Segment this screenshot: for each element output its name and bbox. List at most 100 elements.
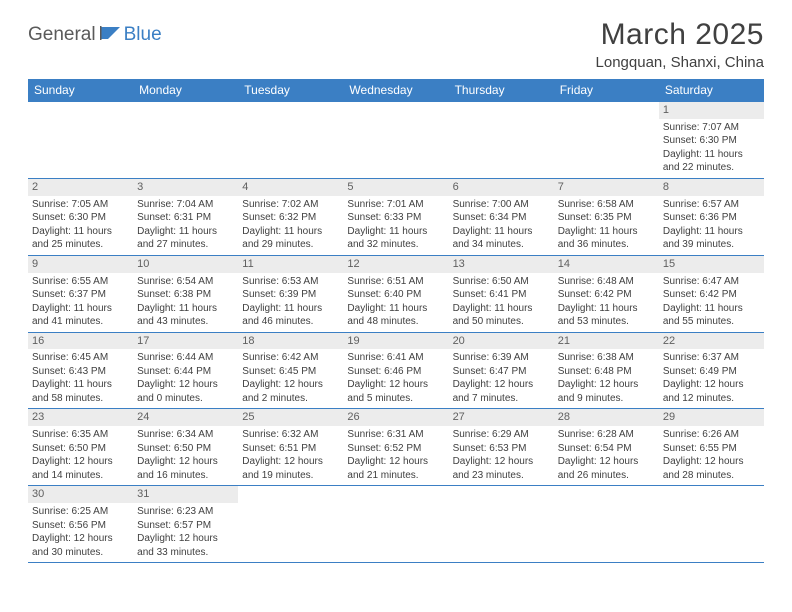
sunrise-text: Sunrise: 7:04 AM: [137, 198, 234, 212]
day-number: 15: [659, 256, 764, 273]
calendar-page: General Blue March 2025 Longquan, Shanxi…: [0, 0, 792, 581]
calendar-day-cell: 20Sunrise: 6:39 AMSunset: 6:47 PMDayligh…: [449, 332, 554, 409]
calendar-day-cell: 17Sunrise: 6:44 AMSunset: 6:44 PMDayligh…: [133, 332, 238, 409]
day-number: 12: [343, 256, 448, 273]
calendar-day-cell: [238, 486, 343, 563]
daylight-text: Daylight: 11 hours and 58 minutes.: [32, 378, 129, 405]
sunset-text: Sunset: 6:39 PM: [242, 288, 339, 302]
day-number: 27: [449, 409, 554, 426]
calendar-day-cell: 9Sunrise: 6:55 AMSunset: 6:37 PMDaylight…: [28, 255, 133, 332]
calendar-day-cell: 27Sunrise: 6:29 AMSunset: 6:53 PMDayligh…: [449, 409, 554, 486]
month-title: March 2025: [596, 18, 764, 52]
sunrise-text: Sunrise: 6:26 AM: [663, 428, 760, 442]
calendar-header-row: Sunday Monday Tuesday Wednesday Thursday…: [28, 79, 764, 102]
calendar-week-row: 2Sunrise: 7:05 AMSunset: 6:30 PMDaylight…: [28, 178, 764, 255]
sunset-text: Sunset: 6:52 PM: [347, 442, 444, 456]
sunset-text: Sunset: 6:30 PM: [32, 211, 129, 225]
sunrise-text: Sunrise: 7:00 AM: [453, 198, 550, 212]
daylight-text: Daylight: 11 hours and 27 minutes.: [137, 225, 234, 252]
day-number: 8: [659, 179, 764, 196]
location-label: Longquan, Shanxi, China: [596, 54, 764, 71]
daylight-text: Daylight: 12 hours and 30 minutes.: [32, 532, 129, 559]
sunrise-text: Sunrise: 6:53 AM: [242, 275, 339, 289]
daylight-text: Daylight: 12 hours and 0 minutes.: [137, 378, 234, 405]
day-number: 31: [133, 486, 238, 503]
daylight-text: Daylight: 11 hours and 48 minutes.: [347, 302, 444, 329]
calendar-day-cell: 23Sunrise: 6:35 AMSunset: 6:50 PMDayligh…: [28, 409, 133, 486]
calendar-day-cell: 13Sunrise: 6:50 AMSunset: 6:41 PMDayligh…: [449, 255, 554, 332]
calendar-day-cell: 5 Sunrise: 7:01 AMSunset: 6:33 PMDaylight…: [343, 178, 448, 255]
sunrise-text: Sunrise: 6:37 AM: [663, 351, 760, 365]
calendar-day-cell: 19Sunrise: 6:41 AMSunset: 6:46 PMDayligh…: [343, 332, 448, 409]
day-number: 3: [133, 179, 238, 196]
day-number: 5: [343, 179, 448, 196]
daylight-text: Daylight: 12 hours and 33 minutes.: [137, 532, 234, 559]
calendar-day-cell: 21Sunrise: 6:38 AMSunset: 6:48 PMDayligh…: [554, 332, 659, 409]
sunrise-text: Sunrise: 6:28 AM: [558, 428, 655, 442]
daylight-text: Daylight: 12 hours and 16 minutes.: [137, 455, 234, 482]
day-number: 20: [449, 333, 554, 350]
sunset-text: Sunset: 6:50 PM: [32, 442, 129, 456]
day-number: 1: [659, 102, 764, 119]
calendar-day-cell: [449, 102, 554, 179]
sunset-text: Sunset: 6:45 PM: [242, 365, 339, 379]
day-number: 7: [554, 179, 659, 196]
daylight-text: Daylight: 11 hours and 46 minutes.: [242, 302, 339, 329]
weekday-header: Thursday: [449, 79, 554, 102]
sunrise-text: Sunrise: 6:23 AM: [137, 505, 234, 519]
sunrise-text: Sunrise: 6:41 AM: [347, 351, 444, 365]
sunset-text: Sunset: 6:57 PM: [137, 519, 234, 533]
daylight-text: Daylight: 12 hours and 19 minutes.: [242, 455, 339, 482]
day-number: 6: [449, 179, 554, 196]
calendar-day-cell: 6Sunrise: 7:00 AMSunset: 6:34 PMDaylight…: [449, 178, 554, 255]
sunset-text: Sunset: 6:49 PM: [663, 365, 760, 379]
daylight-text: Daylight: 12 hours and 7 minutes.: [453, 378, 550, 405]
weekday-header: Tuesday: [238, 79, 343, 102]
sunset-text: Sunset: 6:42 PM: [558, 288, 655, 302]
sunrise-text: Sunrise: 6:29 AM: [453, 428, 550, 442]
daylight-text: Daylight: 12 hours and 21 minutes.: [347, 455, 444, 482]
day-number: 17: [133, 333, 238, 350]
calendar-day-cell: 18Sunrise: 6:42 AMSunset: 6:45 PMDayligh…: [238, 332, 343, 409]
sunset-text: Sunset: 6:56 PM: [32, 519, 129, 533]
calendar-day-cell: 25Sunrise: 6:32 AMSunset: 6:51 PMDayligh…: [238, 409, 343, 486]
sunrise-text: Sunrise: 6:42 AM: [242, 351, 339, 365]
weekday-header: Friday: [554, 79, 659, 102]
sunrise-text: Sunrise: 7:01 AM: [347, 198, 444, 212]
calendar-body: 1Sunrise: 7:07 AMSunset: 6:30 PMDaylight…: [28, 102, 764, 563]
calendar-week-row: 9Sunrise: 6:55 AMSunset: 6:37 PMDaylight…: [28, 255, 764, 332]
sunset-text: Sunset: 6:40 PM: [347, 288, 444, 302]
daylight-text: Daylight: 11 hours and 32 minutes.: [347, 225, 444, 252]
day-number: 18: [238, 333, 343, 350]
calendar-day-cell: 30Sunrise: 6:25 AMSunset: 6:56 PMDayligh…: [28, 486, 133, 563]
calendar-week-row: 16Sunrise: 6:45 AMSunset: 6:43 PMDayligh…: [28, 332, 764, 409]
day-number: 16: [28, 333, 133, 350]
calendar-day-cell: 24Sunrise: 6:34 AMSunset: 6:50 PMDayligh…: [133, 409, 238, 486]
calendar-week-row: 1Sunrise: 7:07 AMSunset: 6:30 PMDaylight…: [28, 102, 764, 179]
sunset-text: Sunset: 6:51 PM: [242, 442, 339, 456]
day-number: 30: [28, 486, 133, 503]
sunset-text: Sunset: 6:47 PM: [453, 365, 550, 379]
sunset-text: Sunset: 6:33 PM: [347, 211, 444, 225]
sunset-text: Sunset: 6:36 PM: [663, 211, 760, 225]
calendar-day-cell: 3Sunrise: 7:04 AMSunset: 6:31 PMDaylight…: [133, 178, 238, 255]
calendar-day-cell: 28Sunrise: 6:28 AMSunset: 6:54 PMDayligh…: [554, 409, 659, 486]
day-number: 24: [133, 409, 238, 426]
day-number: 10: [133, 256, 238, 273]
sunset-text: Sunset: 6:34 PM: [453, 211, 550, 225]
calendar-day-cell: 10Sunrise: 6:54 AMSunset: 6:38 PMDayligh…: [133, 255, 238, 332]
daylight-text: Daylight: 12 hours and 28 minutes.: [663, 455, 760, 482]
daylight-text: Daylight: 11 hours and 55 minutes.: [663, 302, 760, 329]
sunrise-text: Sunrise: 6:35 AM: [32, 428, 129, 442]
day-number: 29: [659, 409, 764, 426]
calendar-day-cell: [343, 102, 448, 179]
calendar-day-cell: 4Sunrise: 7:02 AMSunset: 6:32 PMDaylight…: [238, 178, 343, 255]
day-number: 28: [554, 409, 659, 426]
day-number: 11: [238, 256, 343, 273]
sunrise-text: Sunrise: 6:47 AM: [663, 275, 760, 289]
daylight-text: Daylight: 11 hours and 22 minutes.: [663, 148, 760, 175]
day-number: 9: [28, 256, 133, 273]
calendar-day-cell: 7Sunrise: 6:58 AMSunset: 6:35 PMDaylight…: [554, 178, 659, 255]
sunset-text: Sunset: 6:53 PM: [453, 442, 550, 456]
day-number: 4: [238, 179, 343, 196]
